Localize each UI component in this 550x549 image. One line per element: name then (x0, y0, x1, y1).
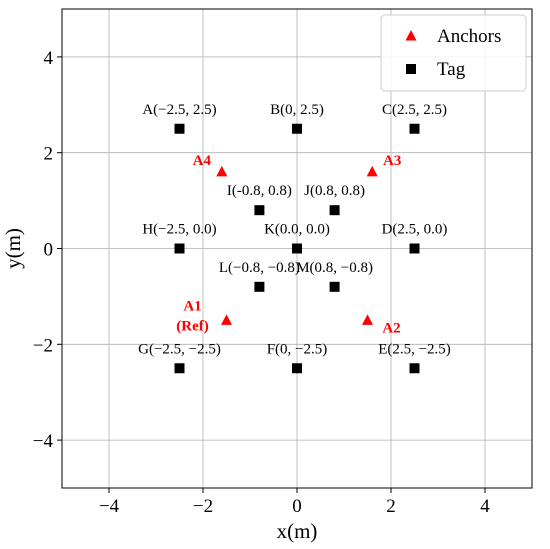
legend-box (380, 14, 527, 92)
tag-marker (174, 123, 185, 134)
anchor-label: A1 (183, 298, 201, 314)
anchor-label-ref: (Ref) (176, 318, 208, 334)
anchor-marker (362, 314, 373, 325)
y-tick-label: 4 (44, 48, 54, 69)
y-tick-label: −4 (33, 431, 54, 452)
x-tick-label: −4 (99, 496, 120, 517)
tag-marker (409, 363, 420, 374)
tag-label: E(2.5, −2.5) (378, 341, 451, 357)
tag-marker (254, 205, 265, 216)
legend: Anchors Tag (380, 14, 527, 92)
tag-marker (409, 243, 420, 254)
y-tick-label: 0 (44, 240, 54, 261)
tag-marker (292, 363, 302, 374)
tag-label: B(0, 2.5) (270, 102, 324, 118)
tag-label: I(-0.8, 0.8) (227, 183, 292, 199)
tag-label: G(−2.5, −2.5) (138, 341, 221, 357)
tag-marker (329, 205, 340, 216)
anchor-marker (221, 314, 232, 325)
anchor-marker (216, 165, 228, 177)
tag-label: F(0, −2.5) (267, 341, 328, 357)
x-tick-label: 2 (386, 496, 396, 517)
tag-label: D(2.5, 0.0) (382, 222, 448, 238)
x-tick-label: 0 (292, 496, 302, 517)
legend-tag-marker (406, 64, 416, 74)
tag-label: C(2.5, 2.5) (382, 102, 447, 118)
legend-entry-label: Anchors (437, 26, 501, 47)
tag-marker (292, 243, 302, 254)
tag-label: H(−2.5, 0.0) (142, 222, 216, 238)
x-tick-label: −2 (193, 496, 213, 517)
point-labels: A4 A3 A1 (Ref) A2 A(−2.5, 2.5) B(0, 2.5) C(2.5,… (138, 102, 451, 358)
x-axis-title: x(m) (277, 519, 318, 543)
tag-marker (174, 363, 185, 374)
tag-marker (174, 243, 185, 254)
tag-marker (329, 281, 340, 292)
tag-label: L(−0.8, −0.8) (219, 260, 300, 276)
tag-label: A(−2.5, 2.5) (142, 102, 216, 118)
tag-label: J(0.8, 0.8) (304, 183, 365, 199)
legend-anchor-marker (405, 30, 417, 41)
tag-label: M(0.8, −0.8) (296, 260, 373, 276)
tag-label: K(0.0, 0.0) (264, 222, 330, 238)
x-tick-label: 4 (480, 496, 490, 517)
tag-marker (254, 281, 265, 292)
anchor-label: A4 (193, 153, 212, 169)
anchor-label: A2 (382, 320, 400, 336)
y-axis-title: y(m) (1, 228, 25, 269)
anchor-marker (366, 165, 378, 177)
data-marks (174, 123, 420, 374)
legend-entry-label: Tag (437, 59, 466, 80)
anchor-label: A3 (383, 153, 401, 169)
tag-marker (409, 123, 420, 134)
axis-ticks: −4 −2 0 2 4 −4 −2 0 2 4 (33, 48, 490, 517)
y-tick-label: −2 (33, 335, 53, 356)
y-tick-label: 2 (44, 144, 54, 165)
tag-marker (292, 123, 302, 134)
